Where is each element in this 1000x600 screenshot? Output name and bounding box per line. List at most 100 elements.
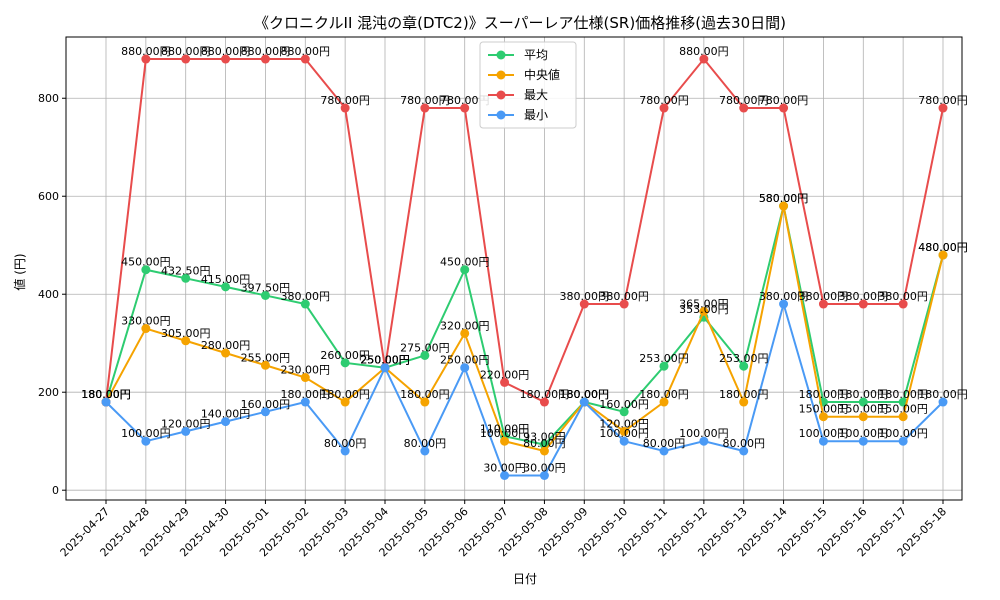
data-label: 180.00円 [520,388,570,401]
data-label: 580.00円 [759,192,809,205]
data-label: 180.00円 [81,388,131,401]
data-label: 30.00円 [483,462,526,475]
data-point [221,54,231,64]
data-label: 380.00円 [281,290,331,303]
data-label: 180.00円 [560,388,610,401]
legend-marker [496,50,506,60]
data-label: 100.00円 [839,427,889,440]
data-point [181,273,191,283]
data-label: 100.00円 [799,427,849,440]
data-label: 160.00円 [241,398,291,411]
data-point [260,290,270,300]
data-point [858,412,868,422]
data-label: 250.00円 [360,354,410,367]
chart-title: 《クロニクルII 混沌の章(DTC2)》スーパーレア仕様(SR)価格推移(過去3… [254,14,786,32]
data-point [739,397,749,407]
data-point [659,397,669,407]
data-point [858,299,868,309]
plot-frame [65,36,963,501]
data-point [619,436,629,446]
data-label: 120.00円 [161,417,211,430]
data-label: 120.00円 [599,417,649,430]
data-point [460,265,470,275]
y-axis: 0 200 400 600 800 [38,92,66,497]
data-point [659,103,669,113]
data-point [260,360,270,370]
data-label: 80.00円 [722,437,765,450]
data-point [340,358,350,368]
data-point [659,446,669,456]
data-label: 110.00円 [480,422,530,435]
data-label: 250.00円 [360,354,410,367]
data-label: 880.00円 [241,45,291,58]
data-label: 353.00円 [679,303,729,316]
data-label: 180.00円 [400,388,450,401]
data-point [300,54,310,64]
data-point [579,397,589,407]
data-point [500,377,510,387]
data-point [818,299,828,309]
legend-marker [496,110,506,120]
data-label: 380.00円 [759,290,809,303]
data-label: 180.00円 [560,388,610,401]
data-label: 880.00円 [281,45,331,58]
data-label: 380.00円 [599,290,649,303]
data-point [141,265,151,275]
data-point [141,324,151,334]
legend-entry: 最小 [524,108,548,122]
data-label: 180.00円 [839,388,889,401]
data-point [460,328,470,338]
data-point [579,299,589,309]
data-point [141,54,151,64]
data-point [420,397,430,407]
y-tick-label: 800 [38,92,59,105]
data-point [101,397,111,407]
data-label: 80.00円 [404,437,447,450]
data-point [619,426,629,436]
data-label: 150.00円 [878,403,928,416]
data-label: 380.00円 [799,290,849,303]
data-label: 255.00円 [241,351,291,364]
data-label: 180.00円 [918,388,968,401]
y-tick-label: 400 [38,288,59,301]
data-label: 305.00円 [161,327,211,340]
data-point [898,436,908,446]
y-axis-label: 値 (円) [12,253,27,290]
data-label: 780.00円 [719,94,769,107]
data-label: 140.00円 [201,408,251,421]
data-point [539,397,549,407]
legend-entry: 中央値 [524,67,560,82]
data-label: 150.00円 [799,403,849,416]
data-point [739,361,749,371]
data-point [739,446,749,456]
data-point [420,446,430,456]
data-label: 380.00円 [839,290,889,303]
data-point [539,471,549,481]
data-point [779,299,789,309]
data-labels: 180.00円450.00円432.50円415.00円397.50円380.0… [81,45,968,474]
data-point [221,348,231,358]
data-point [500,471,510,481]
data-point [938,103,948,113]
data-point [619,407,629,417]
data-label: 250.00円 [440,354,490,367]
data-label: 220.00円 [480,368,530,381]
data-point [420,350,430,360]
data-label: 780.00円 [759,94,809,107]
data-label: 330.00円 [121,315,171,328]
data-label: 480.00円 [918,241,968,254]
data-label: 180.00円 [81,388,131,401]
data-label: 180.00円 [799,388,849,401]
data-label: 250.00円 [360,354,410,367]
data-point [181,54,191,64]
data-point [858,436,868,446]
data-point [221,282,231,292]
data-label: 320.00円 [440,319,490,332]
legend-marker [496,90,506,100]
data-point [818,412,828,422]
data-point [380,363,390,373]
data-label: 180.00円 [878,388,928,401]
series-group [101,54,948,481]
